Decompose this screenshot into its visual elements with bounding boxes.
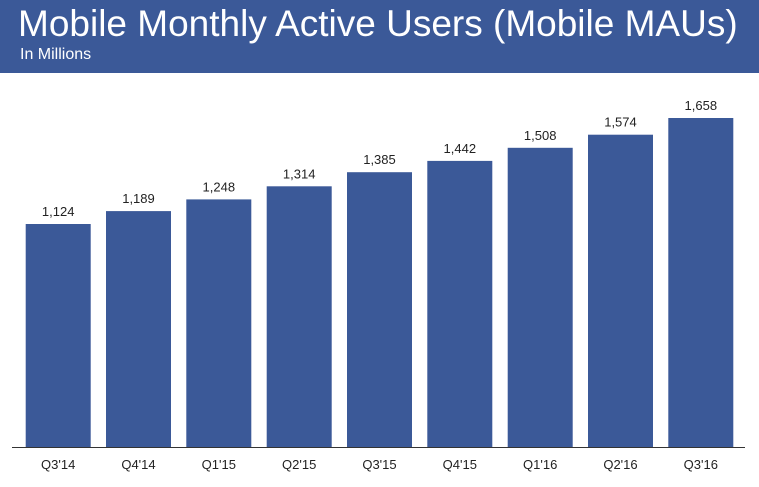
x-tick-label: Q4'15 xyxy=(443,457,477,472)
bar-chart: 1,124 Q3'14 1,189 Q4'14 1,248 Q1'15 1,314 Q2'15… xyxy=(12,98,745,472)
bar-Q2'16 xyxy=(588,134,653,447)
value-label: 1,385 xyxy=(363,152,396,167)
value-label: 1,248 xyxy=(203,179,236,194)
value-label: 1,442 xyxy=(444,141,477,156)
x-tick-label: Q4'14 xyxy=(121,457,155,472)
x-tick-label: Q1'15 xyxy=(202,457,236,472)
value-label: 1,574 xyxy=(604,115,637,130)
x-tick-label: Q1'16 xyxy=(523,457,557,472)
x-tick-label: Q3'15 xyxy=(362,457,396,472)
bar-Q1'16 xyxy=(507,147,573,448)
chart-area: 1,124 Q3'14 1,189 Q4'14 1,248 Q1'15 1,314 Q2'15… xyxy=(0,73,759,482)
value-label: 1,189 xyxy=(122,191,155,206)
bar-Q2'15 xyxy=(266,186,332,448)
x-tick-label: Q2'16 xyxy=(603,457,637,472)
bar-Q3'14 xyxy=(25,224,91,447)
bar-Q1'15 xyxy=(186,199,252,447)
chart-header: Mobile Monthly Active Users (Mobile MAUs… xyxy=(0,0,759,73)
value-label: 1,658 xyxy=(685,98,718,113)
x-tick-label: Q3'14 xyxy=(41,457,75,472)
bar-Q3'15 xyxy=(347,172,412,447)
x-tick-label: Q3'16 xyxy=(684,457,718,472)
bar-Q4'15 xyxy=(427,160,493,447)
value-label: 1,124 xyxy=(42,204,75,219)
bar-Q3'16 xyxy=(668,118,734,447)
x-tick-label: Q2'15 xyxy=(282,457,316,472)
chart-subtitle: In Millions xyxy=(20,46,92,63)
value-label: 1,508 xyxy=(524,128,557,143)
value-label: 1,314 xyxy=(283,166,316,181)
chart-title: Mobile Monthly Active Users (Mobile MAUs… xyxy=(18,3,738,44)
bar-Q4'14 xyxy=(106,211,171,447)
